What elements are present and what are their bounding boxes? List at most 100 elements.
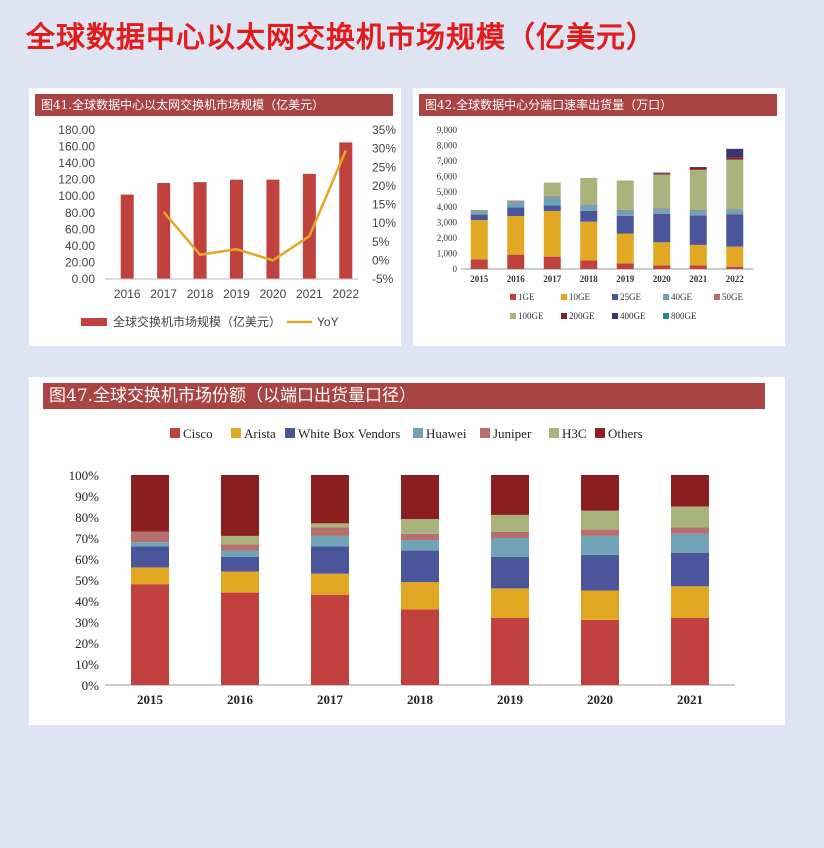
- bar-segment-others: [671, 475, 709, 507]
- legend-swatch-market-size: [81, 318, 107, 326]
- yoy-line: [162, 149, 347, 262]
- bar-segment-25ge: [507, 207, 525, 217]
- bar-market-size: [302, 173, 316, 279]
- bar-segment-1ge: [616, 263, 634, 269]
- x-tick-label: 2021: [689, 274, 708, 284]
- y-tick-label: 60%: [75, 552, 99, 567]
- bar-segment-40ge: [689, 210, 707, 216]
- y-tick-label: 30%: [75, 615, 99, 630]
- bar-segment-10ge: [689, 244, 707, 266]
- legend-label-1ge: 1GE: [518, 292, 535, 302]
- bar-segment-1ge: [470, 259, 488, 269]
- bar-segment-arista: [131, 567, 169, 585]
- bar-segment-40ge: [653, 209, 671, 214]
- legend-swatch-400ge: [612, 313, 618, 319]
- bar-segment-juniper: [131, 531, 169, 543]
- bar-segment-50ge: [616, 209, 634, 211]
- legend-swatch-juniper: [480, 428, 490, 438]
- bar-segment-40ge: [580, 204, 598, 211]
- y-right-tick-label: 25%: [372, 160, 396, 174]
- bar-segment-10ge: [470, 220, 488, 260]
- legend-swatch-10ge: [561, 294, 567, 300]
- bar-segment-25ge: [616, 215, 634, 234]
- bar-segment-huawei: [581, 535, 619, 555]
- bar-segment-25ge: [653, 213, 671, 243]
- bar-segment-1ge: [653, 265, 671, 269]
- bar-segment-cisco: [581, 619, 619, 685]
- bar-segment-400ge: [653, 172, 671, 174]
- legend-label-400ge: 400GE: [620, 311, 646, 321]
- y-left-tick-label: 180.00: [58, 123, 95, 137]
- y-tick-label: 20%: [75, 636, 99, 651]
- chart-panel-market-size: 图41.全球数据中心以太网交换机市场规模（亿美元） 0.00 20.00 40.00…: [29, 88, 401, 346]
- legend-swatch-arista: [231, 428, 241, 438]
- bar-segment-others: [131, 475, 169, 532]
- y-tick-label: 5,000: [437, 187, 458, 197]
- bar-segment-h3c: [491, 514, 529, 532]
- bar-segment-h3c: [581, 510, 619, 530]
- legend-swatch-huawei: [413, 428, 423, 438]
- bar-segment-cisco: [221, 592, 259, 685]
- bar-segment-100ge: [543, 182, 561, 196]
- y-tick-label: 6,000: [437, 171, 458, 181]
- bar-market-size: [339, 142, 353, 279]
- y-right-tick-label: 20%: [372, 179, 396, 193]
- bar-segment-huawei: [491, 538, 529, 557]
- x-tick-label: 2020: [260, 287, 287, 301]
- bar-segment-1ge: [507, 254, 525, 269]
- legend-swatch-800ge: [663, 313, 669, 319]
- legend-label-others: Others: [608, 426, 643, 441]
- x-tick-label: 2021: [677, 692, 703, 707]
- bar-segment-25ge: [470, 214, 488, 221]
- legend-label-juniper: Juniper: [493, 426, 532, 441]
- y-tick-label: 9,000: [437, 125, 458, 135]
- bar-segment-10ge: [616, 233, 634, 264]
- y-tick-label: 2,000: [437, 233, 458, 243]
- bar-segment-40ge: [726, 209, 744, 215]
- bar-segment-white-box-vendors: [491, 556, 529, 589]
- bar-segment-h3c: [221, 535, 259, 545]
- y-tick-label: 90%: [75, 489, 99, 504]
- bar-segment-100ge: [689, 169, 707, 211]
- y-tick-label: 8,000: [437, 140, 458, 150]
- y-left-tick-label: 60.00: [65, 222, 95, 236]
- bar-segment-100ge: [616, 180, 634, 210]
- y-right-tick-label: 0%: [372, 253, 390, 267]
- legend-swatch-1ge: [510, 294, 516, 300]
- bar-segment-10ge: [507, 216, 525, 255]
- x-tick-label: 2020: [653, 274, 672, 284]
- bar-segment-others: [221, 475, 259, 536]
- x-tick-label: 2019: [497, 692, 524, 707]
- bar-segment-100ge: [653, 174, 671, 209]
- bar-segment-1ge: [543, 256, 561, 269]
- y-left-tick-label: 140.00: [58, 156, 95, 170]
- y-right-tick-label: 5%: [372, 235, 390, 249]
- legend-label-huawei: Huawei: [426, 426, 467, 441]
- bar-segment-400ge: [689, 167, 707, 168]
- y-tick-label: 70%: [75, 531, 99, 546]
- bar-segment-others: [311, 475, 349, 524]
- chart-title-market-size: 图41.全球数据中心以太网交换机市场规模（亿美元）: [35, 94, 393, 116]
- bar-segment-arista: [491, 588, 529, 618]
- bar-segment-arista: [401, 582, 439, 610]
- bar-market-size: [157, 182, 171, 279]
- x-tick-label: 2015: [137, 692, 164, 707]
- x-tick-label: 2018: [580, 274, 599, 284]
- bar-segment-white-box-vendors: [311, 546, 349, 574]
- bar-segment-40ge: [507, 201, 525, 208]
- bar-segment-juniper: [221, 544, 259, 551]
- bar-segment-1ge: [580, 260, 598, 269]
- legend-label-market-size: 全球交换机市场规模（亿美元）: [113, 314, 281, 329]
- legend-swatch-100ge: [510, 313, 516, 319]
- legend-label-100ge: 100GE: [518, 311, 544, 321]
- bar-segment-juniper: [401, 533, 439, 541]
- y-right-tick-label: 15%: [372, 198, 396, 212]
- y-right-tick-label: 10%: [372, 216, 396, 230]
- bar-segment-cisco: [131, 584, 169, 685]
- legend-label-25ge: 25GE: [620, 292, 641, 302]
- chart-title-port-shipments: 图42.全球数据中心分端口速率出货量（万口）: [419, 94, 777, 116]
- legend-swatch-50ge: [714, 294, 720, 300]
- legend-label-50ge: 50GE: [722, 292, 743, 302]
- bar-market-size: [193, 182, 207, 279]
- y-right-tick-label: -5%: [372, 272, 394, 286]
